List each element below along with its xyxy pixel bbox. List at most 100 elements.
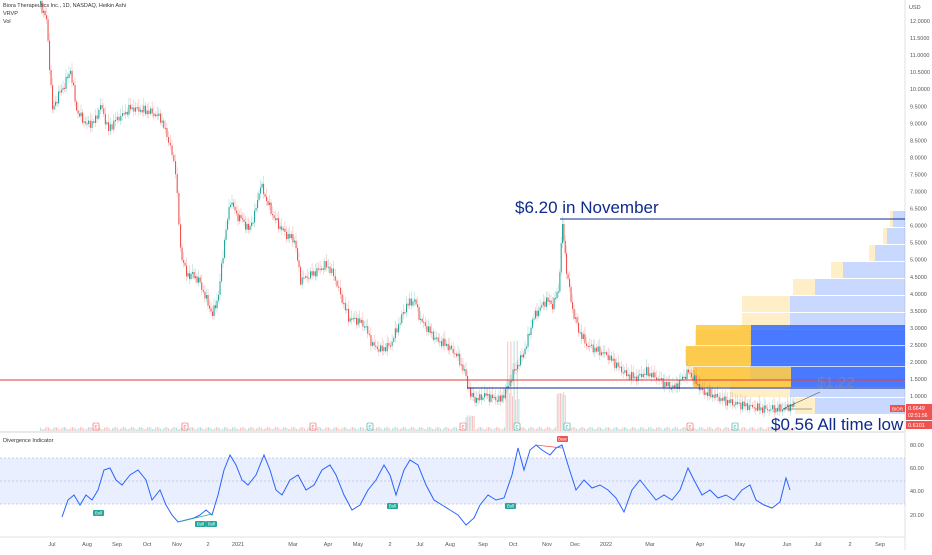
- event-marker-label: E: [515, 425, 518, 430]
- price-axis-label: 5.0000: [910, 258, 927, 264]
- event-marker[interactable]: [366, 422, 374, 431]
- mid-level-annotation[interactable]: $1.22: [817, 374, 855, 391]
- price-axis-label: 8.5000: [910, 138, 927, 144]
- event-marker-label: E: [94, 425, 97, 430]
- time-axis-label: 2: [206, 542, 209, 548]
- indicator-vrvp-label[interactable]: VRVP: [3, 11, 18, 17]
- price-badges: BIOR 0.6649 02:51:56 0.6101: [890, 404, 932, 429]
- price-axis-label: 10.5000: [910, 70, 930, 76]
- time-axis-label: May: [353, 542, 364, 548]
- event-marker[interactable]: [181, 422, 189, 431]
- last-price-badge: [906, 404, 932, 420]
- oscillator-axis-label: 80.00: [910, 443, 924, 449]
- time-axis-label: 2: [848, 542, 851, 548]
- time-axis-label: Nov: [542, 542, 552, 548]
- time-axis-label: Dec: [570, 542, 580, 548]
- time-axis-label: Apr: [324, 542, 333, 548]
- time-axis-label: Apr: [696, 542, 705, 548]
- event-marker-label: E: [688, 425, 691, 430]
- time-axis-label: Nov: [172, 542, 182, 548]
- event-marker-label: E: [733, 425, 736, 430]
- price-axis-label: 2.0000: [910, 360, 927, 366]
- time-axis-label: Jun: [783, 542, 792, 548]
- time-axis-label: Oct: [143, 542, 152, 548]
- time-axis-label: Sep: [478, 542, 488, 548]
- price-axis-label: 4.0000: [910, 292, 927, 298]
- signal-label: Bear: [558, 437, 567, 442]
- signal-label: Bull: [95, 511, 102, 516]
- event-marker-label: E: [368, 425, 371, 430]
- time-axis-label: 2022: [600, 542, 612, 548]
- event-marker-label: E: [461, 425, 464, 430]
- oscillator-signals: Bull Bull Bull Bull Bull Bear: [93, 436, 568, 527]
- signal-label: Bull: [389, 504, 396, 509]
- bear-signal: [557, 436, 568, 442]
- time-axis-label: Sep: [112, 542, 122, 548]
- time-axis[interactable]: Jul Aug Sep Oct Nov 2 2021 Mar Apr May 2 Jul Aug Sep O…: [48, 542, 884, 548]
- price-axis-label: 5.5000: [910, 241, 927, 247]
- event-marker[interactable]: [731, 422, 739, 431]
- low-price-text: 0.6101: [908, 423, 925, 429]
- bull-signal: [505, 503, 516, 509]
- bull-signal: [93, 510, 104, 516]
- oscillator-axis[interactable]: 80.00 60.00 40.00 20.00: [910, 443, 924, 519]
- price-axis-label: 4.5000: [910, 275, 927, 281]
- last-price-text: 0.6649: [908, 406, 925, 412]
- oscillator-line: [61, 444, 791, 526]
- event-marker[interactable]: [686, 422, 694, 431]
- time-axis-label: 2: [388, 542, 391, 548]
- signal-label: Bull: [507, 504, 514, 509]
- ticker-badge-text: BIOR: [892, 407, 904, 412]
- time-axis-label: Mar: [288, 542, 298, 548]
- all-time-low-annotation[interactable]: $0.56 All time low: [771, 415, 904, 434]
- ticker-badge: [890, 405, 905, 412]
- countdown-text: 02:51:56: [908, 413, 928, 419]
- arrow-line[interactable]: [782, 391, 821, 410]
- time-axis-label: Jul: [48, 542, 55, 548]
- time-axis-label: Sep: [875, 542, 885, 548]
- oscillator-axis-label: 20.00: [910, 513, 924, 519]
- price-axis-label: 2.5000: [910, 343, 927, 349]
- price-axis-label: 9.0000: [910, 121, 927, 127]
- price-axis-label: 12.0000: [910, 19, 930, 25]
- event-marker[interactable]: [513, 422, 521, 431]
- price-axis-label: 11.5000: [910, 36, 929, 42]
- time-axis-label: 2021: [232, 542, 244, 548]
- volume-profile: [685, 211, 905, 414]
- oscillator-title[interactable]: Divergence Indicator: [3, 438, 54, 444]
- event-marker[interactable]: [459, 422, 467, 431]
- time-axis-label: Aug: [82, 542, 92, 548]
- price-axis-label: 9.5000: [910, 104, 927, 110]
- bull-signal: [206, 521, 217, 527]
- currency-label: USD: [909, 5, 921, 11]
- november-high-annotation[interactable]: $6.20 in November: [515, 198, 659, 217]
- price-axis-label: 3.5000: [910, 309, 927, 315]
- indicator-vol-label[interactable]: Vol: [3, 19, 11, 25]
- price-axis-label: 1.5000: [910, 377, 927, 383]
- price-axis-label: 7.5000: [910, 172, 927, 178]
- symbol-title[interactable]: Biora Therapeutics Inc., 1D, NASDAQ, Hei…: [3, 3, 127, 9]
- price-axis-label: 1.0000: [910, 394, 927, 400]
- oscillator-axis-label: 60.00: [910, 466, 924, 472]
- time-axis-label: Jul: [416, 542, 423, 548]
- oscillator-axis-label: 40.00: [910, 489, 924, 495]
- signal-label: Bull: [197, 522, 204, 527]
- price-axis-label: 3.0000: [910, 326, 927, 332]
- event-marker[interactable]: [563, 422, 571, 431]
- price-axis-label: 8.0000: [910, 155, 927, 161]
- event-marker[interactable]: [309, 422, 317, 431]
- price-axis-label: 7.0000: [910, 190, 927, 196]
- price-axis-label: 6.0000: [910, 224, 927, 230]
- time-axis-label: Oct: [509, 542, 518, 548]
- price-axis[interactable]: 12.0000 11.5000 11.0000 10.5000 10.0000 9.500…: [910, 19, 930, 400]
- event-marker-label: E: [183, 425, 186, 430]
- price-axis-label: 11.0000: [910, 53, 929, 59]
- bull-signal: [387, 503, 398, 509]
- price-axis-label: 6.5000: [910, 207, 927, 213]
- event-marker[interactable]: [92, 422, 100, 431]
- candlestick-series: [40, 0, 795, 418]
- bull-signal: [195, 521, 206, 527]
